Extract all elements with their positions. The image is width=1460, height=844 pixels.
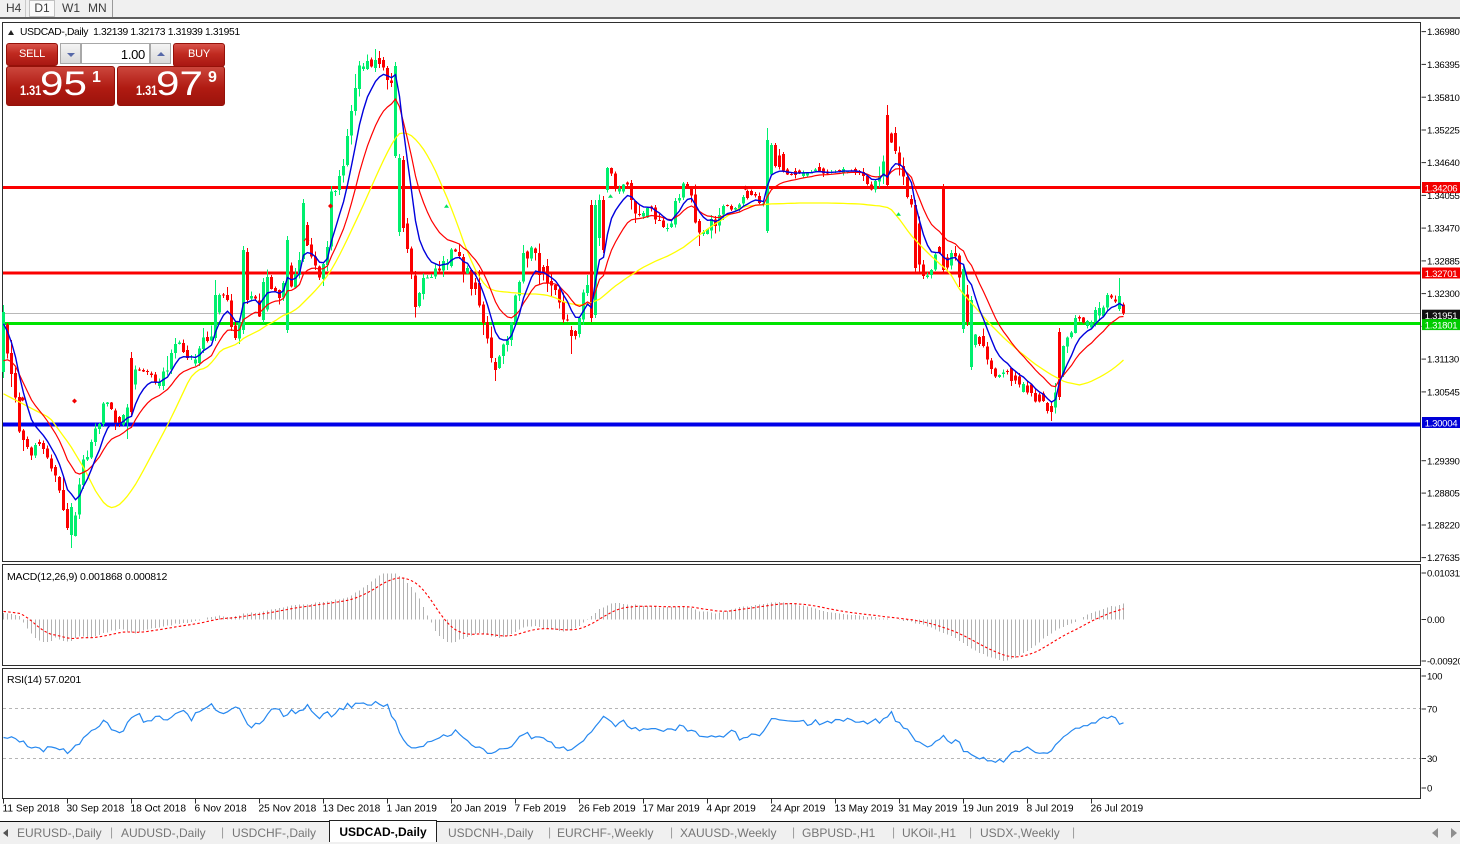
svg-text:25 Nov 2018: 25 Nov 2018: [259, 804, 317, 815]
svg-text:1.31801: 1.31801: [1425, 320, 1458, 331]
svg-text:11 Sep 2018: 11 Sep 2018: [3, 804, 60, 815]
svg-text:1.31130: 1.31130: [1427, 355, 1459, 366]
svg-text:1.29390: 1.29390: [1427, 456, 1460, 467]
svg-text:100: 100: [1427, 672, 1442, 683]
svg-text:1.28805: 1.28805: [1427, 489, 1460, 500]
svg-text:18 Oct 2018: 18 Oct 2018: [131, 804, 187, 815]
svg-text:26 Jul 2019: 26 Jul 2019: [1091, 804, 1144, 815]
svg-text:0: 0: [1427, 784, 1432, 795]
svg-text:-0.009203: -0.009203: [1427, 657, 1460, 668]
svg-text:1.31951: 1.31951: [1425, 311, 1458, 322]
svg-text:7 Feb 2019: 7 Feb 2019: [515, 804, 567, 815]
svg-text:30 Sep 2018: 30 Sep 2018: [67, 804, 125, 815]
svg-text:1.35810: 1.35810: [1427, 93, 1460, 104]
svg-text:13 May 2019: 13 May 2019: [835, 804, 894, 815]
svg-text:1.34640: 1.34640: [1427, 158, 1460, 169]
svg-text:20 Jan 2019: 20 Jan 2019: [451, 804, 507, 815]
svg-text:1.32300: 1.32300: [1427, 289, 1460, 300]
svg-text:1.36980: 1.36980: [1427, 27, 1460, 38]
svg-text:30: 30: [1427, 754, 1437, 765]
svg-text:6 Nov 2018: 6 Nov 2018: [195, 804, 247, 815]
svg-text:19 Jun 2019: 19 Jun 2019: [963, 804, 1019, 815]
svg-text:1.28220: 1.28220: [1427, 521, 1460, 532]
svg-text:17 Mar 2019: 17 Mar 2019: [643, 804, 701, 815]
svg-text:1.32701: 1.32701: [1425, 269, 1458, 280]
svg-text:1.27635: 1.27635: [1427, 553, 1460, 564]
svg-text:8 Jul 2019: 8 Jul 2019: [1027, 804, 1074, 815]
svg-text:1.36395: 1.36395: [1427, 60, 1460, 71]
svg-text:1.34055: 1.34055: [1427, 191, 1460, 202]
svg-text:31 May 2019: 31 May 2019: [899, 804, 958, 815]
svg-text:1.30004: 1.30004: [1425, 418, 1459, 429]
svg-text:1.33470: 1.33470: [1427, 224, 1460, 235]
svg-text:0.00: 0.00: [1427, 615, 1444, 626]
svg-text:1.30545: 1.30545: [1427, 388, 1460, 399]
svg-text:RSI(14) 57.0201: RSI(14) 57.0201: [7, 674, 81, 686]
svg-text:70: 70: [1427, 705, 1437, 716]
svg-text:1.35225: 1.35225: [1427, 126, 1460, 137]
svg-text:4 Apr 2019: 4 Apr 2019: [707, 804, 757, 815]
svg-text:1.32885: 1.32885: [1427, 257, 1460, 268]
svg-text:MACD(12,26,9) 0.001868 0.00081: MACD(12,26,9) 0.001868 0.000812: [7, 571, 168, 583]
svg-text:24 Apr 2019: 24 Apr 2019: [771, 804, 826, 815]
svg-text:0.010311: 0.010311: [1427, 569, 1460, 580]
svg-text:13 Dec 2018: 13 Dec 2018: [323, 804, 381, 815]
svg-text:26 Feb 2019: 26 Feb 2019: [579, 804, 637, 815]
svg-text:1.34206: 1.34206: [1425, 183, 1458, 194]
svg-text:1 Jan 2019: 1 Jan 2019: [387, 804, 438, 815]
